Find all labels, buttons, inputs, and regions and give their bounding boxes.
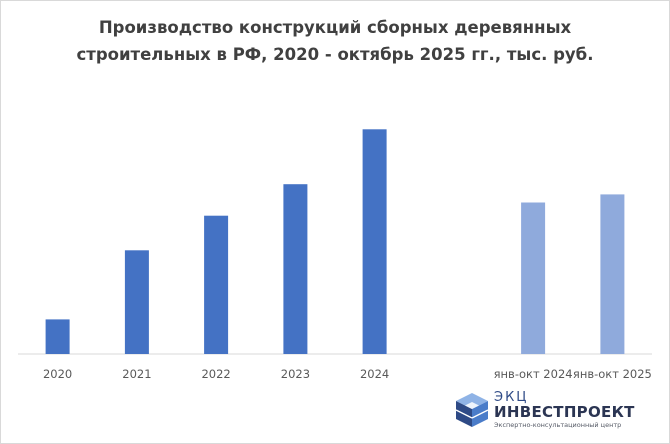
bars-group xyxy=(45,129,625,354)
x-tick-label-7: янв-окт 2025 xyxy=(573,367,652,381)
logo-text-ekc: ЭКЦ xyxy=(494,390,529,405)
x-tick-label-2: 2022 xyxy=(201,367,230,381)
bar-1 xyxy=(124,250,149,354)
logo-text-investproekt: ИНВЕСТПРОЕКТ xyxy=(494,403,635,421)
chart-title-line-1: Производство конструкций сборных деревян… xyxy=(98,18,572,37)
logo-text-subtitle: Экспертно-консультационный центр xyxy=(494,421,622,429)
chart-title: Производство конструкций сборных деревян… xyxy=(40,14,630,68)
x-tick-label-3: 2023 xyxy=(281,367,310,381)
x-tick-label-0: 2020 xyxy=(43,367,72,381)
chart-title-line-2: строительных в РФ, 2020 - октябрь 2025 г… xyxy=(76,45,594,64)
x-tick-label-6: янв-окт 2024 xyxy=(494,367,573,381)
bar-7 xyxy=(600,194,625,354)
x-tick-labels: 2020 2021 2022 2023 2024 янв-окт 2024 янв-окт … xyxy=(43,367,652,381)
bar-4 xyxy=(362,129,387,354)
bar-0 xyxy=(45,319,70,354)
bar-3 xyxy=(283,184,308,354)
bar-6 xyxy=(521,202,546,354)
x-tick-label-1: 2021 xyxy=(122,367,151,381)
company-logo: ЭКЦ ИНВЕСТПРОЕКТ Экспертно-консультацион… xyxy=(452,388,652,436)
bar-2 xyxy=(204,215,229,354)
logo-cube-icon xyxy=(455,393,489,427)
x-tick-label-4: 2024 xyxy=(360,367,389,381)
